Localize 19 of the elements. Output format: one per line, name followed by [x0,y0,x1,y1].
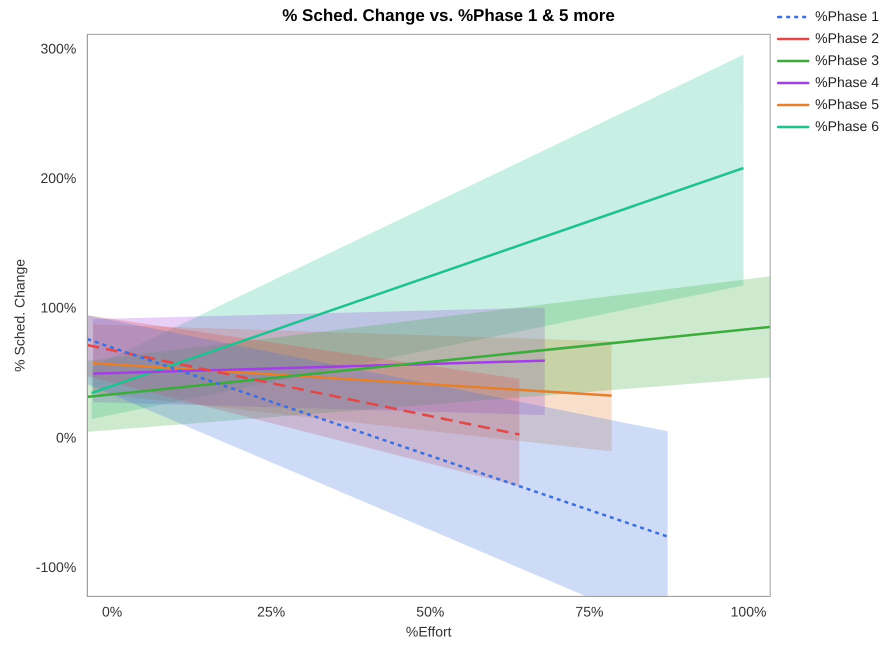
legend-label: %Phase 5 [815,96,880,112]
y-tick-label: 300% [40,40,76,56]
y-axis-title: % Sched. Change [11,258,28,372]
x-axis-title: %Effort [406,623,452,640]
y-tick-label: 0% [56,429,76,446]
legend-label: %Phase 6 [815,118,880,134]
y-tick-label: -100% [36,558,76,575]
legend-label: %Phase 4 [815,74,880,90]
legend-label: %Phase 1 [815,8,880,24]
legend-label: %Phase 3 [815,52,880,68]
x-tick-label: 0% [102,604,122,620]
x-tick-label: 75% [575,604,604,620]
x-tick-label: 25% [257,604,286,620]
x-tick-label: 100% [730,604,766,620]
x-tick-label: 50% [416,604,444,620]
y-tick-label: 200% [40,170,76,186]
legend-label: %Phase 2 [815,30,880,46]
y-tick-label: 100% [40,300,76,316]
chart-title: % Sched. Change vs. %Phase 1 & 5 more [282,6,615,25]
